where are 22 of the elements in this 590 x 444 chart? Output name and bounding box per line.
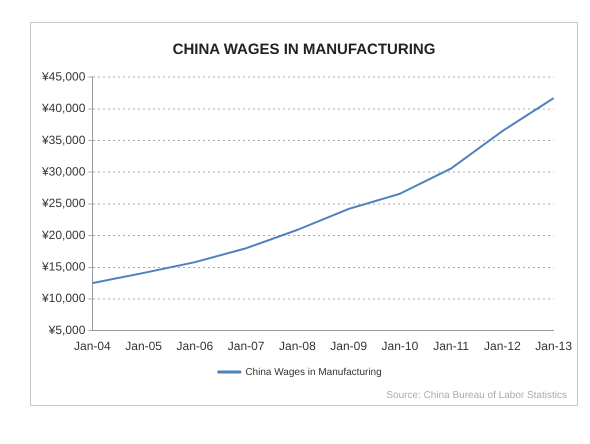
x-tick-label: Jan-13 <box>535 339 572 354</box>
y-tick-label: ¥5,000 <box>48 322 86 337</box>
y-tick-label: ¥45,000 <box>40 70 86 84</box>
y-tick-label: ¥30,000 <box>40 164 86 179</box>
y-tick-label: ¥35,000 <box>40 132 86 147</box>
x-tick-label: Jan-10 <box>382 339 419 354</box>
chart-title: CHINA WAGES IN MANUFACTURING <box>172 41 436 58</box>
x-tick-label: Jan-06 <box>176 339 214 354</box>
x-tick-label: Jan-08 <box>279 339 316 354</box>
legend-label: China Wages in Manufacturing <box>245 366 382 378</box>
y-tick-label: ¥15,000 <box>40 260 86 274</box>
y-tick-label: ¥40,000 <box>40 101 86 116</box>
y-tick-label: ¥20,000 <box>40 228 86 242</box>
source-note: Source: China Bureau of Labor Statistics <box>386 390 567 401</box>
x-tick-label: Jan-04 <box>74 339 112 354</box>
x-tick-label: Jan-09 <box>330 339 368 354</box>
x-tick-label: Jan-05 <box>125 339 162 354</box>
x-tick-label: Jan-11 <box>433 339 470 354</box>
y-tick-label: ¥25,000 <box>40 196 86 210</box>
x-tick-label: Jan-12 <box>484 339 522 354</box>
x-tick-label: Jan-07 <box>228 339 265 354</box>
y-tick-label: ¥10,000 <box>40 291 86 306</box>
